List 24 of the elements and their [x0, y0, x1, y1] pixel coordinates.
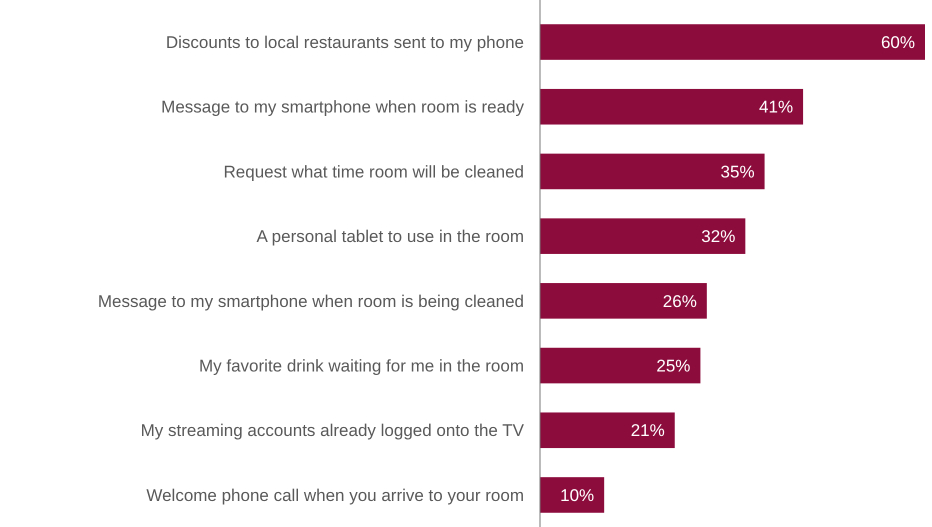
bar	[540, 412, 675, 448]
y-tick-label: Message to my smartphone when room is being cleaned	[98, 292, 524, 311]
data-label: 10%	[560, 486, 594, 505]
y-tick-label: Request what time room will be cleaned	[224, 162, 524, 182]
data-label: 60%	[880, 32, 915, 52]
data-label: 26%	[662, 292, 697, 311]
bar	[540, 348, 700, 384]
y-tick-label: My favorite drink waiting for me in the room	[198, 356, 524, 376]
bar	[540, 24, 925, 60]
bar	[540, 154, 765, 190]
y-tick-label: A personal tablet to use in the room	[256, 227, 524, 246]
y-tick-label: Message to my smartphone when room is ready	[161, 98, 524, 117]
y-tick-label: Welcome phone call when you arrive to your room	[146, 486, 524, 505]
y-tick-label: My streaming accounts already logged onto the TV	[140, 421, 525, 440]
data-label: 35%	[720, 162, 755, 182]
bar	[540, 283, 707, 319]
bar	[540, 88, 804, 125]
bar	[540, 218, 746, 254]
bar	[540, 477, 604, 513]
data-label: 32%	[701, 227, 736, 246]
data-label: 21%	[630, 421, 665, 440]
data-label: 41%	[759, 98, 794, 117]
data-label: 25%	[656, 356, 690, 376]
y-tick-label: Discounts to local restaurants sent to my phone	[166, 32, 524, 52]
